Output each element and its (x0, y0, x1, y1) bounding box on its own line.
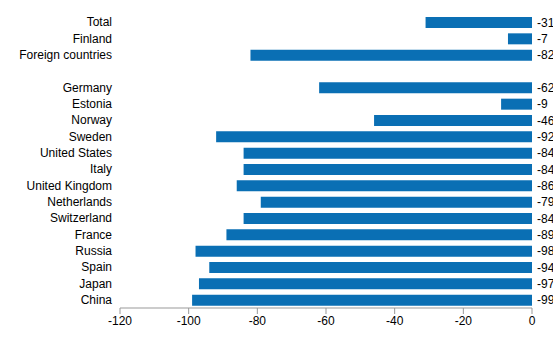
svg-text:Germany: Germany (63, 81, 112, 95)
svg-text:Italy: Italy (90, 162, 112, 176)
svg-text:-99: -99 (537, 293, 553, 307)
svg-text:-94: -94 (537, 261, 553, 275)
svg-text:Total: Total (87, 15, 112, 29)
svg-text:Sweden: Sweden (69, 130, 112, 144)
svg-text:-40: -40 (386, 314, 404, 328)
svg-text:-62: -62 (537, 81, 553, 95)
svg-text:Finland: Finland (73, 32, 112, 46)
svg-text:-20: -20 (455, 314, 473, 328)
svg-text:Foreign countries: Foreign countries (19, 48, 112, 62)
svg-text:Spain: Spain (81, 260, 112, 274)
svg-text:-92: -92 (537, 130, 553, 144)
svg-text:-9: -9 (537, 97, 548, 111)
svg-text:United States: United States (40, 146, 112, 160)
svg-text:-86: -86 (537, 179, 553, 193)
svg-text:-84: -84 (537, 163, 553, 177)
svg-text:-46: -46 (537, 114, 553, 128)
svg-text:Netherlands: Netherlands (47, 195, 112, 209)
svg-text:-7: -7 (537, 32, 548, 46)
svg-text:China: China (81, 293, 113, 307)
svg-text:Norway: Norway (71, 113, 112, 127)
svg-text:-84: -84 (537, 146, 553, 160)
svg-text:France: France (75, 228, 113, 242)
svg-text:-84: -84 (537, 212, 553, 226)
svg-text:-97: -97 (537, 277, 553, 291)
svg-text:-60: -60 (317, 314, 335, 328)
svg-text:0: 0 (529, 314, 536, 328)
svg-text:United Kingdom: United Kingdom (27, 179, 112, 193)
svg-text:Switzerland: Switzerland (50, 211, 112, 225)
svg-text:-100: -100 (177, 314, 201, 328)
svg-text:-82: -82 (537, 48, 553, 62)
svg-text:Japan: Japan (79, 277, 112, 291)
svg-text:-120: -120 (108, 314, 132, 328)
svg-text:Russia: Russia (75, 244, 112, 258)
svg-text:-31: -31 (537, 16, 553, 30)
svg-text:-80: -80 (249, 314, 267, 328)
svg-text:-79: -79 (537, 195, 553, 209)
svg-text:-98: -98 (537, 244, 553, 258)
svg-text:-89: -89 (537, 228, 553, 242)
svg-text:Estonia: Estonia (72, 97, 112, 111)
